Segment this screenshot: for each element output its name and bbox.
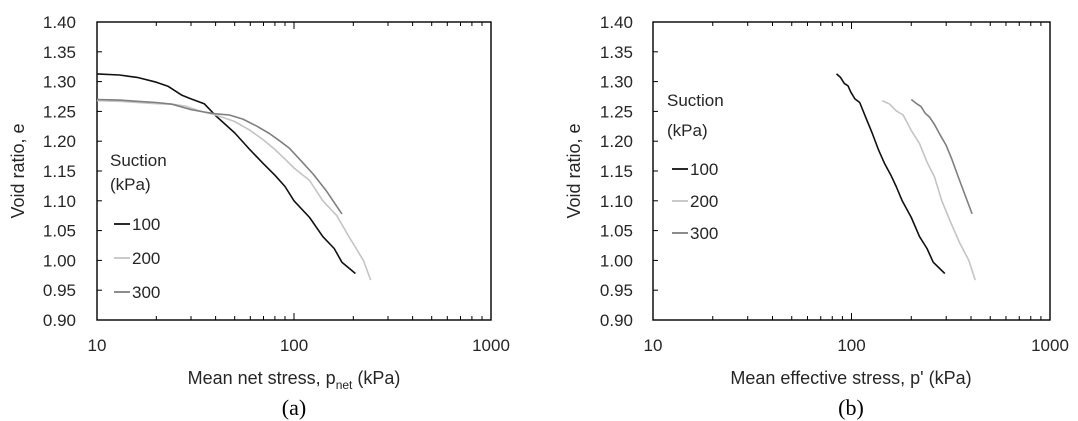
y-tick-label: 1.20 [600, 132, 633, 151]
series-line-100 [96, 73, 356, 275]
series-line-100 [835, 73, 946, 275]
y-tick-label: 1.35 [600, 43, 633, 62]
plot-frame [96, 21, 492, 321]
legend: Suction (kPa) 100 200 300 [110, 151, 167, 302]
legend-title: Suction [667, 91, 724, 110]
x-tick-label: 1000 [1031, 336, 1069, 355]
legend-label-300: 300 [132, 283, 160, 302]
y-tick-label: 0.95 [43, 281, 76, 300]
y-tick-label: 1.10 [600, 192, 633, 211]
x-axis-label-a: Mean net stress, pnet (kPa) [188, 368, 401, 392]
legend-label-100: 100 [690, 160, 718, 179]
series-line-300 [96, 98, 343, 215]
x-tick-label: 10 [88, 336, 107, 355]
y-tick-label: 1.00 [600, 251, 633, 270]
y-tick-label: 1.35 [43, 43, 76, 62]
y-tick-label: 1.20 [43, 132, 76, 151]
y-tick-label: 1.40 [600, 13, 633, 32]
x-axis-label-b: Mean effective stress, p' (kPa) [730, 368, 971, 388]
series-line-300 [910, 98, 973, 215]
y-tick-label: 1.00 [43, 251, 76, 270]
y-tick-label: 1.40 [43, 13, 76, 32]
caption-b: (b) [838, 395, 864, 420]
y-tick-label: 1.25 [43, 102, 76, 121]
x-tick-label: 100 [837, 336, 865, 355]
legend-title: Suction [110, 151, 167, 170]
x-tick-label: 100 [280, 336, 308, 355]
y-axis-label-a: Void ratio, e [8, 123, 28, 218]
y-tick-label: 1.30 [600, 73, 633, 92]
chart-panel-a: Void ratio, e Mean net stress, pnet (kPa… [8, 13, 510, 420]
legend-label-100: 100 [132, 215, 160, 234]
series-line-200 [881, 99, 976, 281]
y-tick-label: 0.90 [600, 311, 633, 330]
y-tick-label: 1.30 [43, 73, 76, 92]
x-tick-label: 1000 [472, 336, 510, 355]
y-tick-label: 1.05 [600, 222, 633, 241]
y-tick-label: 1.25 [600, 102, 633, 121]
y-tick-label: 0.90 [43, 311, 76, 330]
y-tick-label: 1.15 [43, 162, 76, 181]
legend-label-300: 300 [690, 224, 718, 243]
y-tick-label: 1.10 [43, 192, 76, 211]
legend-title: (kPa) [667, 121, 708, 140]
y-tick-label: 1.15 [600, 162, 633, 181]
legend-label-200: 200 [690, 192, 718, 211]
chart-panel-b: Void ratio, e Mean effective stress, p' … [564, 13, 1069, 420]
legend-label-200: 200 [132, 249, 160, 268]
legend-title: (kPa) [110, 175, 151, 194]
series-line-200 [96, 99, 372, 281]
legend: Suction (kPa) 100 200 300 [667, 91, 724, 243]
caption-a: (a) [282, 395, 306, 420]
y-axis-label-b: Void ratio, e [564, 123, 584, 218]
y-tick-label: 0.95 [600, 281, 633, 300]
x-tick-label: 10 [644, 336, 663, 355]
y-tick-label: 1.05 [43, 222, 76, 241]
